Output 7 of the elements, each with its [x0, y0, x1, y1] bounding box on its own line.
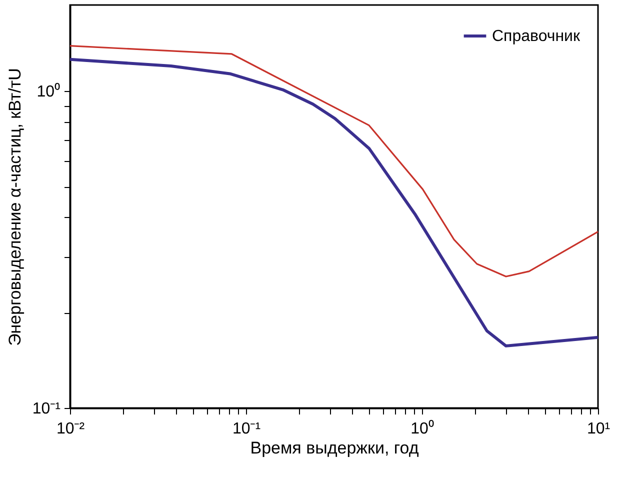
legend-label: Справочник: [492, 28, 581, 45]
x-tick-label: 10⁻²: [56, 420, 86, 438]
x-tick-label: 10⁰: [410, 420, 434, 438]
y-axis-title: Энерговыделение α-частиц, кВт/тU: [5, 68, 24, 346]
x-tick-label: 10⁻¹: [232, 420, 261, 438]
x-axis-title: Время выдержки, год: [250, 438, 419, 458]
x-tick-label: 10¹: [586, 420, 610, 438]
